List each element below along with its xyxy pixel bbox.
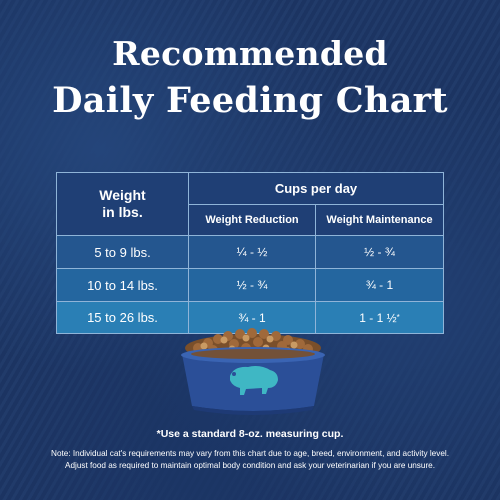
measuring-cup-asterisk: * (396, 313, 400, 322)
cups-per-day-header: Cups per day (188, 173, 443, 204)
weight-header-line-1: Weight (99, 187, 146, 203)
feeding-note-line-2: Adjust food as required to maintain opti… (64, 461, 436, 470)
row-2-reduction: ½ - ¾ (188, 268, 315, 301)
title-line-2: Daily Feeding Chart (52, 80, 448, 121)
title-line-1: Recommended (112, 34, 388, 73)
feeding-note: Note: Individual cat's requirements may … (20, 448, 480, 472)
row-3-maintenance: 1 - 1 ½ * (315, 301, 443, 333)
row-3-reduction: ¾ - 1 (188, 301, 315, 333)
row-1-maintenance: ½ - ¾ (315, 235, 443, 268)
feeding-note-line-1: Note: Individual cat's requirements may … (51, 449, 449, 458)
weight-maintenance-header: Weight Maintenance (315, 204, 443, 235)
feeding-chart-table: Weight in lbs. Cups per day Weight Reduc… (56, 172, 444, 334)
row-1-weight: 5 to 9 lbs. (57, 235, 188, 268)
row-3-maintenance-value: 1 - 1 ½ (359, 310, 397, 325)
weight-column-header: Weight in lbs. (57, 173, 188, 235)
row-3-weight: 15 to 26 lbs. (57, 301, 188, 333)
weight-reduction-header: Weight Reduction (188, 204, 315, 235)
row-1-reduction: ¼ - ½ (188, 235, 315, 268)
food-bowl-icon (181, 328, 325, 415)
row-2-maintenance: ¾ - 1 (315, 268, 443, 301)
weight-header-line-2: in lbs. (102, 204, 143, 220)
measuring-cup-footnote: *Use a standard 8-oz. measuring cup. (156, 428, 344, 440)
row-2-weight: 10 to 14 lbs. (57, 268, 188, 301)
bison-logo-icon (230, 366, 278, 395)
